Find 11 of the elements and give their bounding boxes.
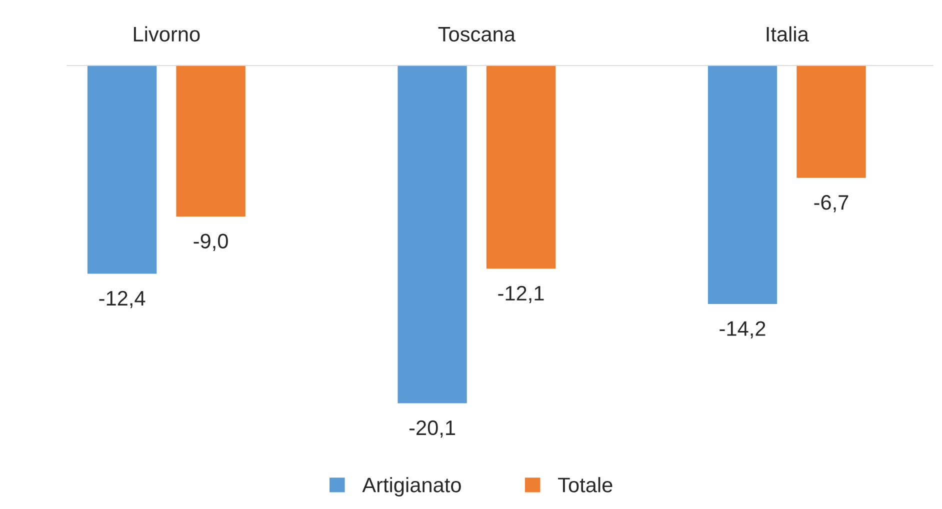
data-label: -12,4 — [99, 290, 146, 308]
data-label: -14,2 — [720, 321, 766, 338]
data-label: -20,1 — [409, 420, 456, 438]
x-tick-label: Toscana — [438, 27, 516, 42]
x-tick-label: Livorno — [134, 26, 200, 42]
data-label: -12,1 — [498, 286, 544, 304]
legend-label: Artigianato — [362, 477, 461, 496]
legend-label: Totale — [558, 477, 612, 492]
data-label: -9,0 — [194, 234, 228, 251]
x-tick-label: Italia — [766, 26, 809, 42]
data-label: -6,7 — [814, 195, 848, 212]
